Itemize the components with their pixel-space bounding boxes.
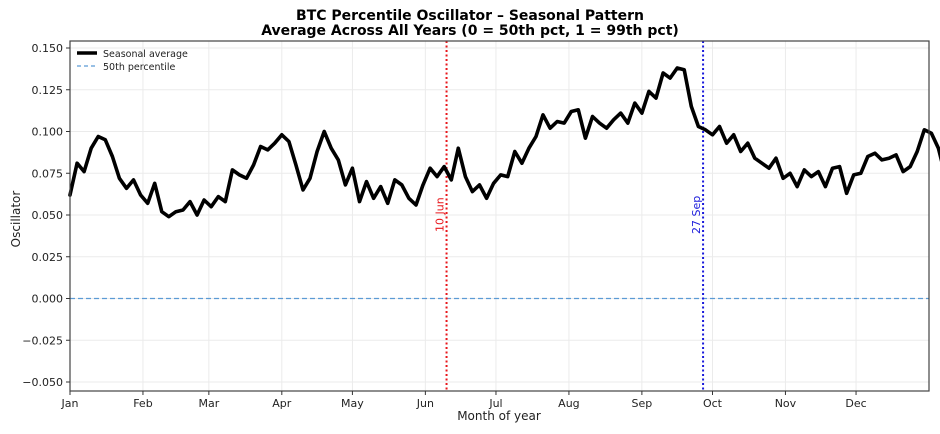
y-tick-label: −0.025 (22, 334, 63, 347)
plot-frame (69, 40, 930, 392)
x-tick-label: Nov (775, 397, 797, 410)
y-tick-label: −0.050 (22, 376, 63, 389)
y-tick-label: 0.050 (32, 209, 64, 222)
y-tick-label: 0.100 (32, 126, 64, 139)
y-tick-label: 0.025 (32, 251, 64, 264)
x-tick-label: Sep (632, 397, 653, 410)
x-axis-label: Month of year (457, 409, 541, 423)
chart-title: BTC Percentile Oscillator – Seasonal Pat… (296, 8, 644, 24)
grid (69, 41, 929, 391)
chart-subtitle: Average Across All Years (0 = 50th pct, … (261, 23, 679, 39)
x-tick-label: Jul (488, 397, 502, 410)
reference-lines: 10 Jun 27 Sep (70, 41, 929, 391)
x-tick-label: Jun (416, 397, 434, 410)
y-tick-label: 0.075 (32, 167, 64, 180)
legend: Seasonal average 50th percentile (77, 49, 188, 73)
x-tick-label: Apr (272, 397, 292, 410)
legend-label-50th: 50th percentile (103, 62, 176, 73)
y-axis-label: Oscillator (9, 191, 23, 248)
x-tick-label: Jan (61, 397, 79, 410)
y-tick-label: 0.125 (32, 84, 64, 97)
x-tick-label: Mar (198, 397, 219, 410)
y-tick-label: 0.150 (32, 42, 64, 55)
annotation-label: 10 Jun (434, 197, 447, 232)
annotation-label: 27 Sep (690, 196, 703, 234)
x-ticks: Jan Feb Mar Apr May Jun Jul Aug Sep Oct Nov Dec (61, 391, 867, 410)
x-tick-label: Dec (845, 397, 866, 410)
seasonal-average-line (68, 66, 940, 219)
axes-frame (69, 40, 930, 392)
series-lines (68, 66, 940, 219)
x-tick-label: Oct (703, 397, 723, 410)
legend-label-seasonal: Seasonal average (103, 49, 188, 60)
x-tick-label: May (341, 397, 364, 410)
y-tick-label: 0.000 (32, 293, 64, 306)
x-tick-label: Feb (133, 397, 152, 410)
y-ticks: 0.150 0.125 0.100 0.075 0.050 0.025 0.000 −0.02… (22, 42, 70, 389)
x-tick-label: Aug (558, 397, 579, 410)
